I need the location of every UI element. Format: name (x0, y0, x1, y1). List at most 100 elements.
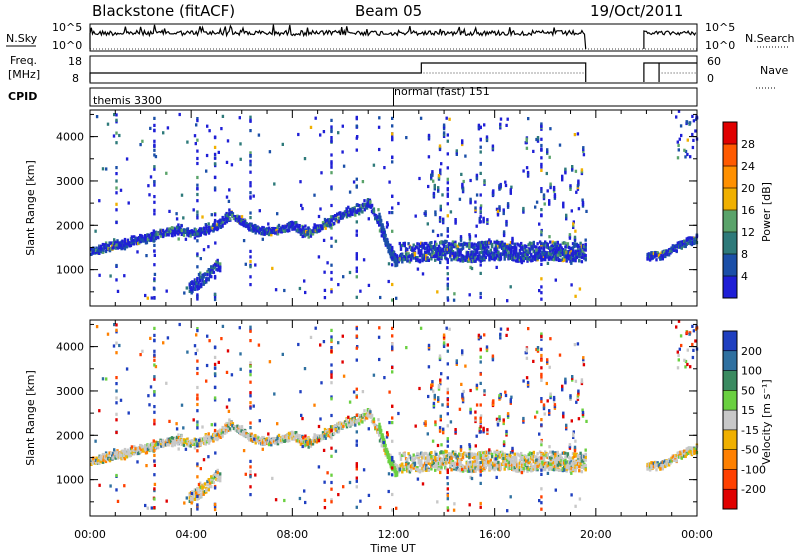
range-gate-cell (213, 474, 217, 478)
range-gate-cell (468, 234, 472, 239)
range-gate-cell (432, 462, 436, 466)
range-gate-cell (432, 255, 436, 259)
range-gate-cell (434, 468, 437, 472)
range-gate-cell (232, 216, 236, 221)
range-gate-cell (650, 253, 653, 258)
range-gate-cell (471, 465, 475, 469)
range-gate-cell (104, 451, 108, 455)
range-gate-cell (387, 262, 391, 266)
range-gate-cell (546, 150, 549, 154)
range-gate-cell (130, 235, 134, 239)
range-gate-cell (535, 455, 538, 459)
range-gate-cell (249, 181, 252, 185)
range-gate-cell (484, 465, 487, 470)
range-gate-cell (198, 228, 201, 232)
range-gate-cell (104, 453, 107, 457)
range-gate-cell (505, 219, 508, 224)
range-gate-cell (518, 255, 522, 259)
range-gate-cell (517, 257, 520, 261)
range-gate-cell (391, 229, 394, 233)
range-gate-cell (525, 244, 528, 249)
range-gate-cell (342, 424, 345, 428)
range-gate-cell (509, 252, 513, 256)
range-gate-cell (320, 227, 324, 231)
range-gate-cell (90, 247, 93, 251)
range-gate-cell (483, 181, 486, 185)
range-gate-cell (402, 467, 405, 472)
range-gate-cell (330, 171, 333, 175)
range-gate-cell (261, 441, 264, 445)
range-gate-cell (491, 146, 495, 150)
range-gate-cell (234, 428, 238, 432)
range-gate-cell (108, 459, 112, 463)
range-gate-cell (499, 117, 503, 121)
range-gate-cell (224, 426, 227, 430)
range-gate-cell (391, 124, 394, 128)
range-gate-cell (432, 248, 436, 252)
range-gate-cell (334, 214, 338, 218)
range-gate-cell (355, 420, 359, 425)
range-gate-cell (571, 242, 575, 246)
range-gate-cell (251, 434, 255, 439)
range-gate-cell (450, 244, 453, 248)
range-gate-cell (322, 130, 326, 134)
range-gate-cell (423, 466, 427, 470)
range-gate-cell (329, 433, 333, 437)
range-gate-cell (518, 244, 522, 248)
range-gate-cell (585, 209, 588, 213)
range-gate-cell (196, 295, 199, 299)
range-gate-cell (417, 251, 420, 255)
range-gate-cell (215, 267, 218, 271)
range-gate-cell (195, 281, 198, 285)
range-gate-cell (175, 225, 179, 230)
range-gate-cell (204, 232, 207, 236)
range-gate-cell (329, 223, 333, 227)
range-gate-cell (446, 229, 449, 233)
range-gate-cell (528, 251, 532, 255)
range-gate-cell (568, 256, 571, 261)
range-gate-cell (136, 446, 140, 450)
range-gate-cell (446, 246, 449, 250)
range-gate-cell (485, 243, 489, 247)
range-gate-cell (301, 207, 304, 211)
range-gate-cell (509, 190, 512, 194)
range-gate-cell (577, 183, 580, 187)
range-gate-cell (215, 470, 218, 474)
range-gate-cell (549, 256, 552, 260)
range-gate-cell (167, 233, 170, 237)
range-gate-cell (458, 452, 461, 456)
range-gate-cell (245, 432, 248, 436)
range-gate-cell (447, 243, 451, 247)
range-gate-cell (454, 243, 457, 247)
range-gate-cell (512, 463, 515, 467)
range-gate-cell (431, 250, 434, 254)
range-gate-cell (471, 467, 475, 471)
range-gate-cell (431, 171, 434, 176)
range-gate-cell (378, 147, 381, 152)
range-gate-cell (535, 137, 538, 142)
range-gate-cell (330, 263, 333, 267)
range-gate-cell (432, 193, 436, 197)
range-gate-cell (439, 208, 442, 212)
range-gate-cell (399, 244, 403, 248)
range-gate-cell (497, 464, 500, 468)
range-gate-cell (153, 277, 156, 281)
range-gate-cell (337, 220, 340, 224)
range-gate-cell (566, 250, 570, 254)
range-gate-cell (211, 480, 214, 484)
range-gate-cell (497, 254, 500, 258)
range-gate-cell (470, 460, 473, 464)
range-gate-cell (174, 437, 177, 441)
range-gate-cell (267, 222, 270, 226)
range-gate-cell (276, 232, 280, 236)
range-gate-cell (249, 151, 252, 155)
range-gate-cell (324, 219, 328, 224)
range-gate-cell (686, 120, 689, 124)
range-gate-cell (392, 250, 395, 254)
range-gate-cell (220, 431, 223, 435)
range-gate-cell (358, 212, 361, 216)
range-gate-cell (492, 462, 495, 466)
range-gate-cell (446, 283, 449, 288)
range-gate-cell (249, 275, 252, 279)
